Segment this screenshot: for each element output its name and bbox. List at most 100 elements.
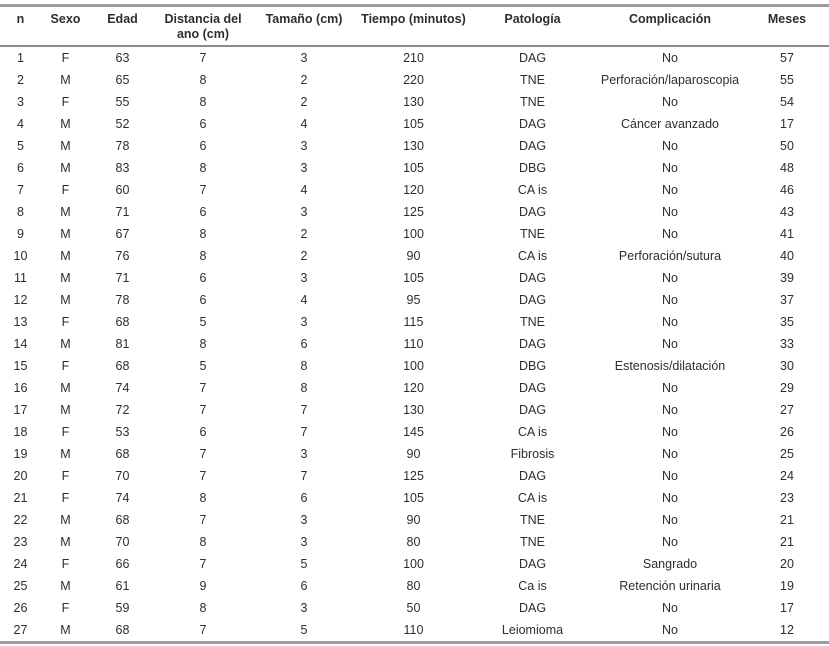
cell-n: 1 — [17, 51, 24, 65]
cell-complicacion: No — [662, 381, 678, 395]
cell-sexo: F — [61, 183, 70, 197]
cell-sexo: F — [61, 601, 70, 615]
cell-sexo: M — [60, 293, 71, 307]
cell-complicacion: Cáncer avanzado — [621, 117, 719, 131]
cell-complicacion: No — [662, 403, 678, 417]
table-row: 19 M 68 7 3 90 Fibrosis No 25 — [0, 443, 829, 465]
cell-tamano-cm: 7 — [300, 469, 308, 483]
cell-complicacion: Sangrado — [642, 557, 698, 571]
cell-edad: 72 — [115, 403, 130, 417]
cell-patologia: CA is — [517, 491, 548, 505]
cell-tiempo-minutos: 145 — [403, 425, 424, 439]
cell-tiempo-minutos: 120 — [403, 381, 424, 395]
cell-meses: 29 — [780, 381, 794, 395]
cell-distancia-del-ano-cm: 6 — [199, 205, 207, 219]
table-row: 23 M 70 8 3 80 TNE No 21 — [0, 531, 829, 553]
cell-tiempo-minutos: 210 — [403, 51, 424, 65]
cell-tamano-cm: 3 — [300, 51, 308, 65]
cell-n: 26 — [13, 601, 28, 615]
cell-tamano-cm: 3 — [300, 535, 308, 549]
cell-meses: 17 — [780, 117, 794, 131]
table-row: 24 F 66 7 5 100 DAG Sangrado 20 — [0, 553, 829, 575]
cell-tamano-cm: 3 — [300, 513, 308, 527]
table-row: 10 M 76 8 2 90 CA is Perforación/sutura 40 — [0, 245, 829, 267]
cell-meses: 12 — [780, 623, 794, 637]
header-row: n Sexo Edad Distancia del ano (cm) Tamaño (c… — [0, 5, 829, 47]
cell-distancia-del-ano-cm: 8 — [199, 491, 207, 505]
table-row: 22 M 68 7 3 90 TNE No 21 — [0, 509, 829, 531]
cell-distancia-del-ano-cm: 5 — [199, 359, 207, 373]
cell-n: 11 — [14, 271, 27, 285]
cell-edad: 78 — [115, 139, 130, 153]
table-row: 1 F 63 7 3 210 DAG No 57 — [0, 46, 829, 69]
cell-patologia: DAG — [518, 403, 547, 417]
cell-n: 12 — [13, 293, 28, 307]
cell-complicacion: Estenosis/dilatación — [614, 359, 726, 373]
cell-edad: 55 — [115, 95, 130, 109]
cell-tiempo-minutos: 110 — [403, 337, 424, 351]
cell-meses: 23 — [780, 491, 794, 505]
cell-n: 19 — [13, 447, 28, 461]
cell-patologia: DAG — [518, 293, 547, 307]
cell-tiempo-minutos: 220 — [403, 73, 424, 87]
cell-tiempo-minutos: 105 — [403, 161, 424, 175]
cell-complicacion: No — [662, 227, 678, 241]
cell-meses: 39 — [780, 271, 794, 285]
table-row: 3 F 55 8 2 130 TNE No 54 — [0, 91, 829, 113]
cell-patologia: TNE — [520, 95, 545, 109]
cell-n: 13 — [13, 315, 28, 329]
cell-patologia: DAG — [518, 557, 547, 571]
cell-n: 24 — [13, 557, 28, 571]
cell-tiempo-minutos: 100 — [403, 557, 424, 571]
cell-meses: 50 — [780, 139, 794, 153]
cell-patologia: DAG — [518, 139, 547, 153]
cell-n: 10 — [13, 249, 28, 263]
cell-complicacion: Perforación/laparoscopia — [600, 73, 740, 87]
cell-n: 4 — [17, 117, 24, 131]
table-row: 7 F 60 7 4 120 CA is No 46 — [0, 179, 829, 201]
cell-distancia-del-ano-cm: 7 — [199, 623, 207, 637]
cell-meses: 54 — [780, 95, 794, 109]
cell-edad: 52 — [115, 117, 130, 131]
cell-tamano-cm: 3 — [300, 271, 308, 285]
cell-complicacion: No — [662, 535, 678, 549]
cell-complicacion: No — [662, 95, 678, 109]
table-row: 25 M 61 9 6 80 Ca is Retención urinaria 19 — [0, 575, 829, 597]
cell-sexo: M — [60, 447, 71, 461]
cell-distancia-del-ano-cm: 6 — [199, 425, 207, 439]
cell-meses: 21 — [780, 535, 794, 549]
cell-tamano-cm: 2 — [300, 249, 308, 263]
cell-patologia: DAG — [518, 51, 547, 65]
cell-patologia: DAG — [518, 381, 547, 395]
cell-patologia: Fibrosis — [510, 447, 555, 461]
cell-tiempo-minutos: 80 — [406, 579, 421, 593]
cell-complicacion: No — [662, 183, 678, 197]
table-header: n Sexo Edad Distancia del ano (cm) Tamaño (c… — [0, 5, 829, 47]
cell-n: 15 — [13, 359, 28, 373]
table-row: 15 F 68 5 8 100 DBG Estenosis/dilatación 30 — [0, 355, 829, 377]
cell-meses: 46 — [780, 183, 794, 197]
cell-sexo: M — [60, 381, 71, 395]
cell-patologia: DBG — [518, 359, 547, 373]
cell-tiempo-minutos: 120 — [403, 183, 424, 197]
cell-distancia-del-ano-cm: 7 — [199, 183, 207, 197]
cell-edad: 70 — [115, 469, 130, 483]
cell-edad: 66 — [115, 557, 130, 571]
cell-n: 6 — [17, 161, 24, 175]
cell-edad: 61 — [115, 579, 130, 593]
cell-patologia: TNE — [520, 227, 545, 241]
cell-patologia: Leiomioma — [501, 623, 564, 637]
cell-tiempo-minutos: 100 — [403, 359, 424, 373]
cell-tamano-cm: 8 — [300, 381, 308, 395]
cell-meses: 24 — [780, 469, 794, 483]
cell-sexo: M — [60, 249, 71, 263]
cell-distancia-del-ano-cm: 7 — [199, 557, 207, 571]
patient-results-table: n Sexo Edad Distancia del ano (cm) Tamaño (c… — [0, 4, 829, 644]
cell-meses: 43 — [780, 205, 794, 219]
cell-sexo: M — [60, 513, 71, 527]
cell-patologia: TNE — [520, 513, 545, 527]
column-header-sexo: Sexo — [41, 5, 90, 47]
cell-tamano-cm: 3 — [300, 205, 308, 219]
column-header-n: n — [0, 5, 41, 47]
